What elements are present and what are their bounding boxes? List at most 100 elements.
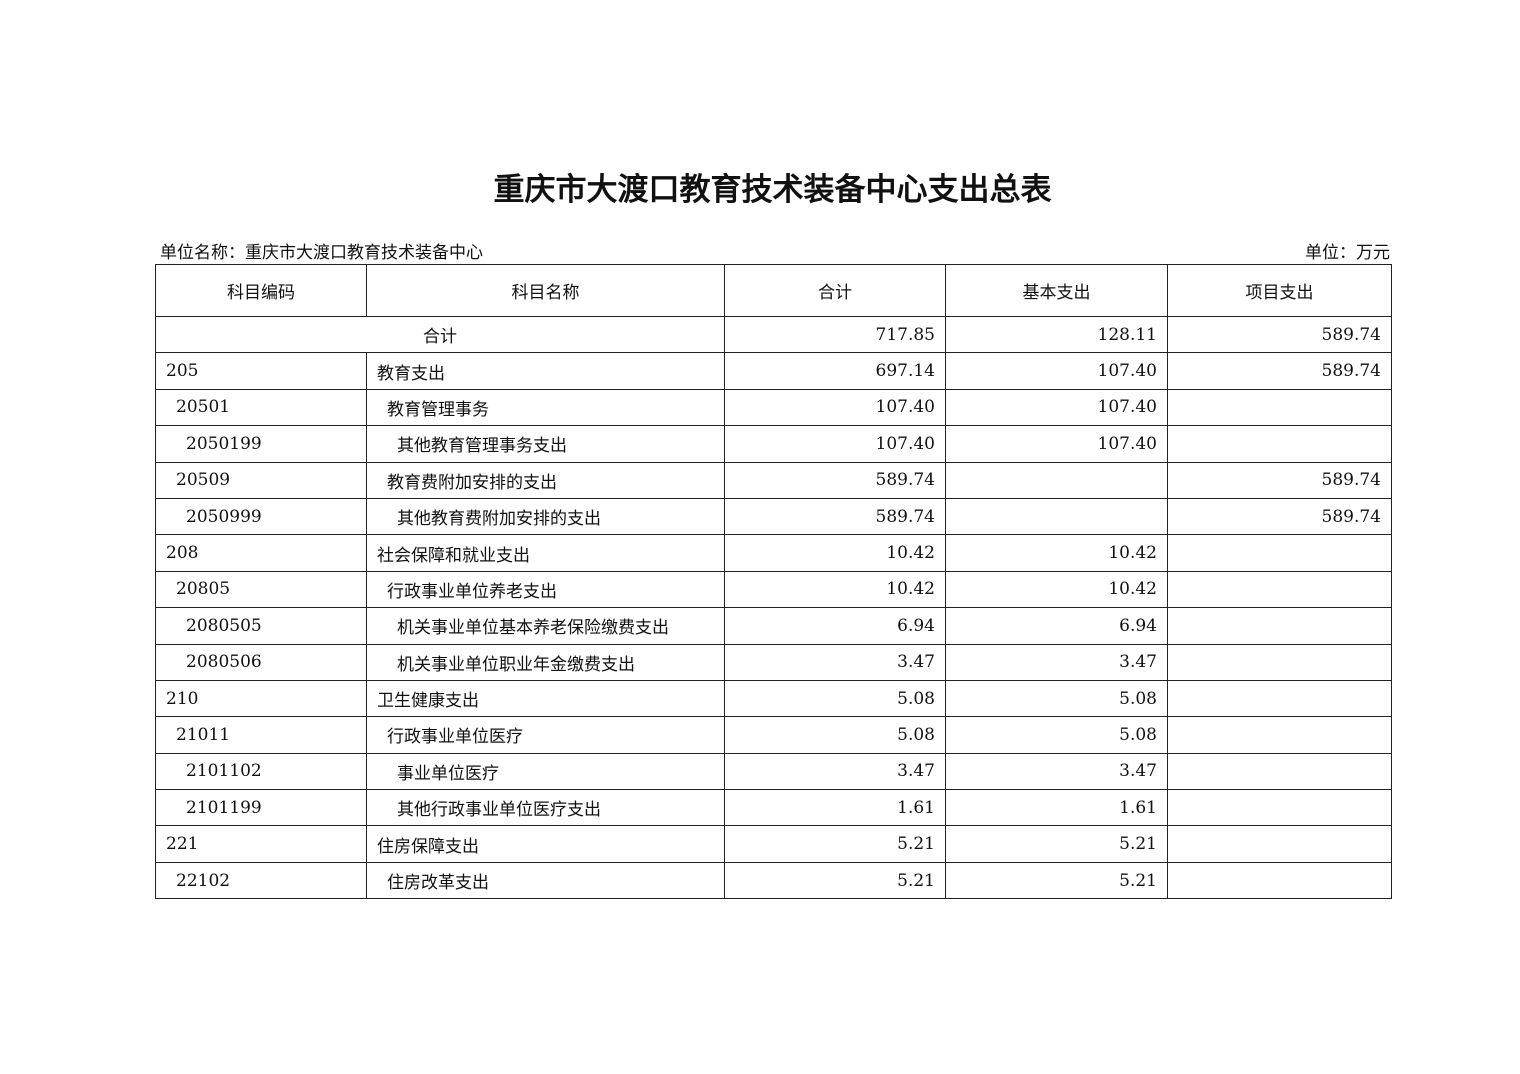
cell-project bbox=[1167, 534, 1392, 572]
cell-name: 住房改革支出 bbox=[366, 861, 725, 900]
cell-basic: 5.21 bbox=[945, 861, 1168, 900]
cell-code: 2050199 bbox=[155, 425, 367, 463]
cell-code: 2101102 bbox=[155, 752, 367, 791]
cell-name: 机关事业单位职业年金缴费支出 bbox=[366, 643, 725, 681]
cell-total: 107.40 bbox=[724, 388, 946, 427]
cell-basic: 3.47 bbox=[945, 643, 1168, 681]
cell-code: 20501 bbox=[155, 388, 367, 427]
cell-name: 教育支出 bbox=[366, 352, 725, 390]
cell-project: 589.74 bbox=[1167, 461, 1392, 499]
total-basic: 128.11 bbox=[945, 315, 1168, 354]
cell-total: 589.74 bbox=[724, 461, 946, 499]
cell-total: 3.47 bbox=[724, 643, 946, 681]
cell-basic: 6.94 bbox=[945, 607, 1168, 645]
cell-project bbox=[1167, 716, 1392, 754]
cell-basic: 5.08 bbox=[945, 716, 1168, 754]
cell-name: 卫生健康支出 bbox=[366, 679, 725, 718]
table-row: 221 住房保障支出 5.21 5.21 bbox=[155, 825, 1392, 863]
currency-unit: 单位：万元 bbox=[1305, 243, 1390, 263]
page-title: 重庆市大渡口教育技术装备中心支出总表 bbox=[493, 172, 1052, 208]
cell-basic bbox=[945, 497, 1168, 536]
cell-project bbox=[1167, 679, 1392, 718]
cell-name: 其他教育管理事务支出 bbox=[366, 425, 725, 463]
total-total: 717.85 bbox=[724, 315, 946, 354]
cell-total: 10.42 bbox=[724, 570, 946, 609]
cell-basic: 10.42 bbox=[945, 534, 1168, 572]
cell-project bbox=[1167, 643, 1392, 681]
header-name: 科目名称 bbox=[366, 264, 725, 317]
cell-code: 2050999 bbox=[155, 497, 367, 536]
cell-basic: 107.40 bbox=[945, 388, 1168, 427]
cell-total: 10.42 bbox=[724, 534, 946, 572]
header-code: 科目编码 bbox=[155, 264, 367, 317]
cell-project bbox=[1167, 861, 1392, 900]
cell-code: 221 bbox=[155, 825, 367, 863]
header-row: 科目编码 科目名称 合计 基本支出 项目支出 bbox=[155, 264, 1392, 317]
unit-name: 单位名称：重庆市大渡口教育技术装备中心 bbox=[160, 243, 483, 263]
cell-project: 589.74 bbox=[1167, 352, 1392, 390]
cell-name: 其他行政事业单位医疗支出 bbox=[366, 789, 725, 827]
table-row: 20501 教育管理事务 107.40 107.40 bbox=[155, 388, 1392, 427]
cell-total: 697.14 bbox=[724, 352, 946, 390]
table-row: 208 社会保障和就业支出 10.42 10.42 bbox=[155, 534, 1392, 572]
cell-name: 行政事业单位医疗 bbox=[366, 716, 725, 754]
cell-basic: 5.08 bbox=[945, 679, 1168, 718]
table-row: 2101199 其他行政事业单位医疗支出 1.61 1.61 bbox=[155, 789, 1392, 827]
header-basic: 基本支出 bbox=[945, 264, 1168, 317]
cell-basic: 1.61 bbox=[945, 789, 1168, 827]
cell-code: 2080505 bbox=[155, 607, 367, 645]
table-row: 205 教育支出 697.14 107.40 589.74 bbox=[155, 352, 1392, 390]
cell-name: 教育管理事务 bbox=[366, 388, 725, 427]
cell-name: 其他教育费附加安排的支出 bbox=[366, 497, 725, 536]
cell-name: 住房保障支出 bbox=[366, 825, 725, 863]
table-row: 20805 行政事业单位养老支出 10.42 10.42 bbox=[155, 570, 1392, 609]
cell-code: 208 bbox=[155, 534, 367, 572]
cell-project bbox=[1167, 789, 1392, 827]
cell-code: 205 bbox=[155, 352, 367, 390]
table-row: 22102 住房改革支出 5.21 5.21 bbox=[155, 861, 1392, 900]
cell-project bbox=[1167, 425, 1392, 463]
total-label: 合计 bbox=[155, 315, 725, 354]
cell-project bbox=[1167, 752, 1392, 791]
cell-name: 事业单位医疗 bbox=[366, 752, 725, 791]
expenditure-table: 科目编码 科目名称 合计 基本支出 项目支出 合计 717.85 128.11 … bbox=[155, 264, 1392, 900]
cell-total: 3.47 bbox=[724, 752, 946, 791]
cell-basic bbox=[945, 461, 1168, 499]
table-row: 21011 行政事业单位医疗 5.08 5.08 bbox=[155, 716, 1392, 754]
total-row: 合计 717.85 128.11 589.74 bbox=[155, 315, 1392, 354]
cell-total: 5.08 bbox=[724, 679, 946, 718]
table-row: 210 卫生健康支出 5.08 5.08 bbox=[155, 679, 1392, 718]
cell-name: 行政事业单位养老支出 bbox=[366, 570, 725, 609]
cell-project bbox=[1167, 388, 1392, 427]
cell-name: 教育费附加安排的支出 bbox=[366, 461, 725, 499]
cell-basic: 107.40 bbox=[945, 425, 1168, 463]
header-total: 合计 bbox=[724, 264, 946, 317]
table-row: 2101102 事业单位医疗 3.47 3.47 bbox=[155, 752, 1392, 791]
cell-basic: 107.40 bbox=[945, 352, 1168, 390]
table-row: 2080506 机关事业单位职业年金缴费支出 3.47 3.47 bbox=[155, 643, 1392, 681]
cell-total: 6.94 bbox=[724, 607, 946, 645]
cell-basic: 3.47 bbox=[945, 752, 1168, 791]
cell-project bbox=[1167, 570, 1392, 609]
table-row: 20509 教育费附加安排的支出 589.74 589.74 bbox=[155, 461, 1392, 499]
cell-code: 21011 bbox=[155, 716, 367, 754]
cell-code: 20805 bbox=[155, 570, 367, 609]
cell-basic: 5.21 bbox=[945, 825, 1168, 863]
cell-total: 5.08 bbox=[724, 716, 946, 754]
header-project: 项目支出 bbox=[1167, 264, 1392, 317]
cell-project bbox=[1167, 825, 1392, 863]
cell-total: 1.61 bbox=[724, 789, 946, 827]
cell-code: 22102 bbox=[155, 861, 367, 900]
cell-code: 2080506 bbox=[155, 643, 367, 681]
cell-total: 5.21 bbox=[724, 825, 946, 863]
table-row: 2080505 机关事业单位基本养老保险缴费支出 6.94 6.94 bbox=[155, 607, 1392, 645]
cell-code: 2101199 bbox=[155, 789, 367, 827]
cell-project: 589.74 bbox=[1167, 497, 1392, 536]
cell-name: 机关事业单位基本养老保险缴费支出 bbox=[366, 607, 725, 645]
cell-code: 210 bbox=[155, 679, 367, 718]
total-project: 589.74 bbox=[1167, 315, 1392, 354]
cell-total: 107.40 bbox=[724, 425, 946, 463]
cell-project bbox=[1167, 607, 1392, 645]
cell-total: 589.74 bbox=[724, 497, 946, 536]
table-row: 2050199 其他教育管理事务支出 107.40 107.40 bbox=[155, 425, 1392, 463]
